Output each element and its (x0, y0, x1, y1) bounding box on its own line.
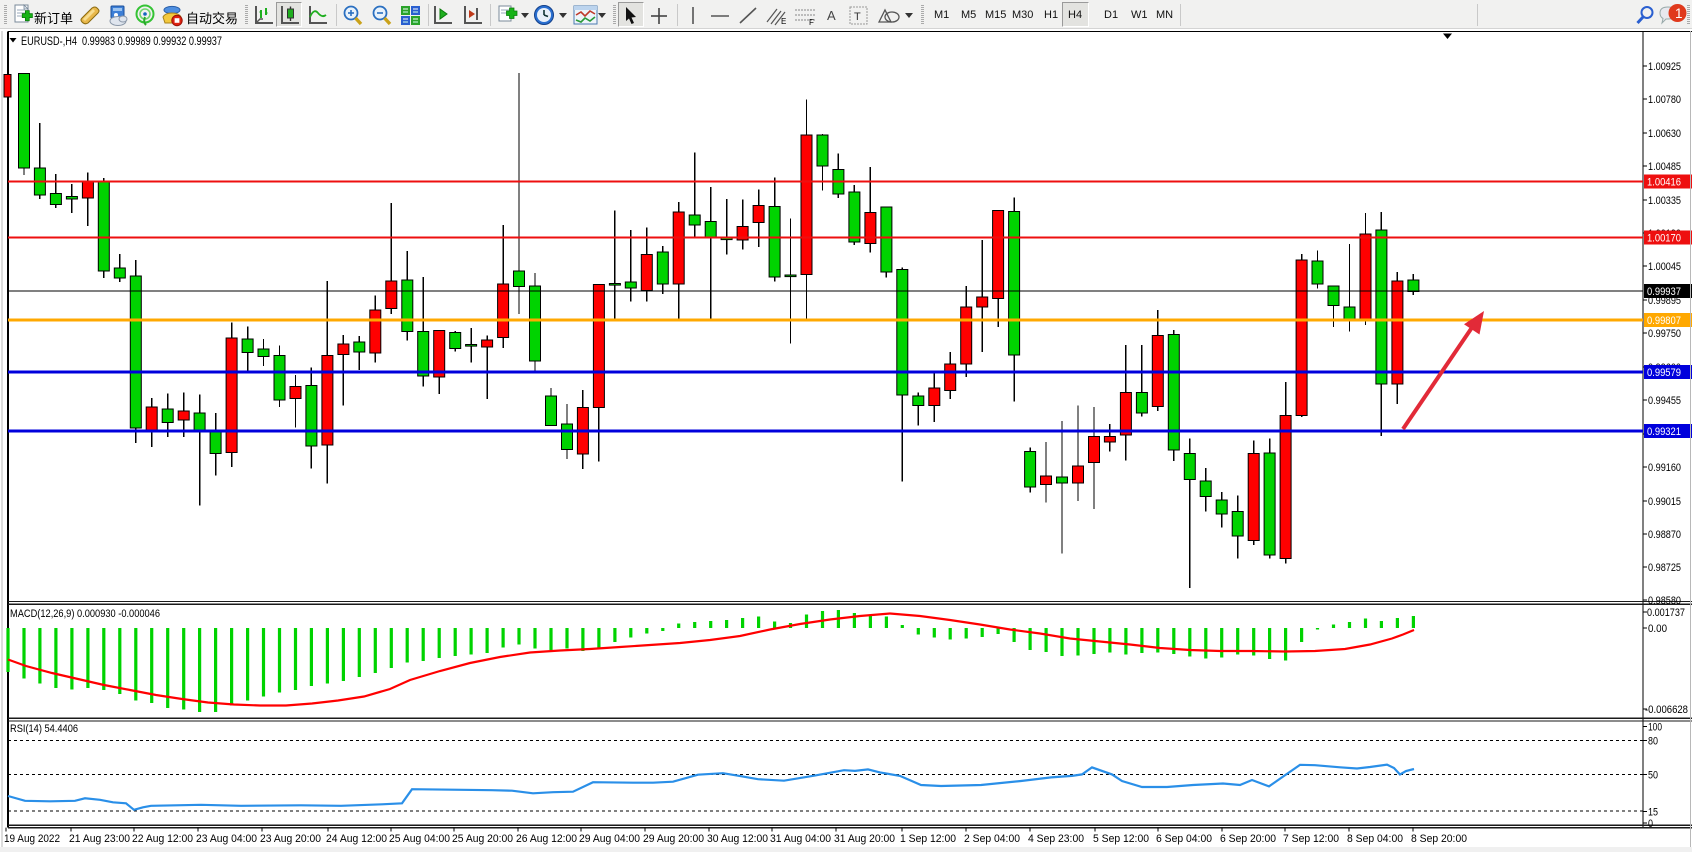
svg-text:6 Sep 20:00: 6 Sep 20:00 (1220, 833, 1276, 845)
svg-text:30 Aug 12:00: 30 Aug 12:00 (707, 833, 768, 845)
svg-text:50: 50 (1648, 770, 1658, 782)
svg-text:EURUSD-,H4 0.99983 0.99989 0.: EURUSD-,H4 0.99983 0.99989 0.99932 0.999… (21, 34, 222, 48)
svg-text:0.001737: 0.001737 (1647, 607, 1685, 619)
svg-text:1.00335: 1.00335 (1648, 195, 1681, 207)
svg-text:1.00780: 1.00780 (1648, 94, 1681, 106)
svg-text:0.99579: 0.99579 (1647, 367, 1681, 379)
svg-text:100: 100 (1648, 722, 1662, 734)
svg-text:E: E (781, 17, 786, 26)
svg-text:7 Sep 12:00: 7 Sep 12:00 (1283, 833, 1339, 845)
svg-text:25 Aug 04:00: 25 Aug 04:00 (389, 833, 450, 845)
svg-text:1.00170: 1.00170 (1647, 233, 1681, 245)
svg-text:1.00630: 1.00630 (1648, 128, 1681, 140)
svg-text:0.98870: 0.98870 (1648, 529, 1681, 541)
svg-text:8 Sep 04:00: 8 Sep 04:00 (1347, 833, 1403, 845)
svg-text:23 Aug 04:00: 23 Aug 04:00 (196, 833, 257, 845)
svg-text:0.99937: 0.99937 (1647, 286, 1681, 298)
svg-text:F: F (809, 18, 814, 26)
svg-text:1.00045: 1.00045 (1648, 261, 1681, 273)
svg-text:0.00: 0.00 (1648, 623, 1667, 635)
svg-text:4 Sep 23:00: 4 Sep 23:00 (1028, 833, 1084, 845)
svg-text:0.99807: 0.99807 (1647, 315, 1681, 327)
svg-text:0.98580: 0.98580 (1648, 595, 1681, 607)
svg-text:80: 80 (1648, 736, 1658, 748)
svg-text:24 Aug 12:00: 24 Aug 12:00 (326, 833, 387, 845)
svg-text:0.99455: 0.99455 (1648, 395, 1681, 407)
svg-text:0.98725: 0.98725 (1648, 562, 1681, 574)
svg-text:26 Aug 12:00: 26 Aug 12:00 (516, 833, 577, 845)
svg-text:5 Sep 12:00: 5 Sep 12:00 (1093, 833, 1149, 845)
svg-text:23 Aug 20:00: 23 Aug 20:00 (260, 833, 321, 845)
svg-text:6 Sep 04:00: 6 Sep 04:00 (1156, 833, 1212, 845)
svg-text:1.00416: 1.00416 (1647, 177, 1681, 189)
svg-text:RSI(14) 54.4406: RSI(14) 54.4406 (10, 723, 78, 735)
svg-text:0.99160: 0.99160 (1648, 462, 1681, 474)
svg-text:21 Aug 23:00: 21 Aug 23:00 (69, 833, 130, 845)
svg-text:29 Aug 04:00: 29 Aug 04:00 (579, 833, 640, 845)
svg-text:1 Sep 12:00: 1 Sep 12:00 (900, 833, 956, 845)
svg-text:31 Aug 04:00: 31 Aug 04:00 (770, 833, 831, 845)
svg-text:22 Aug 12:00: 22 Aug 12:00 (132, 833, 193, 845)
svg-text:1: 1 (1675, 6, 1683, 21)
svg-text:19 Aug 2022: 19 Aug 2022 (4, 833, 60, 845)
svg-text:1.00485: 1.00485 (1648, 161, 1681, 173)
svg-text:0.99015: 0.99015 (1648, 496, 1681, 508)
svg-text:-0.006628: -0.006628 (1645, 704, 1688, 716)
svg-text:1.00925: 1.00925 (1648, 61, 1681, 73)
svg-text:31 Aug 20:00: 31 Aug 20:00 (834, 833, 895, 845)
svg-text:15: 15 (1648, 807, 1658, 819)
svg-text:0.99321: 0.99321 (1647, 426, 1681, 438)
svg-text:0: 0 (1648, 818, 1653, 830)
svg-text:T: T (854, 11, 861, 23)
svg-text:MACD(12,26,9) 0.000930 -0.0000: MACD(12,26,9) 0.000930 -0.000046 (10, 608, 160, 620)
svg-text:29 Aug 20:00: 29 Aug 20:00 (643, 833, 704, 845)
svg-text:2 Sep 04:00: 2 Sep 04:00 (964, 833, 1020, 845)
svg-text:25 Aug 20:00: 25 Aug 20:00 (452, 833, 513, 845)
svg-text:8 Sep 20:00: 8 Sep 20:00 (1411, 833, 1467, 845)
svg-text:0.99750: 0.99750 (1648, 328, 1681, 340)
